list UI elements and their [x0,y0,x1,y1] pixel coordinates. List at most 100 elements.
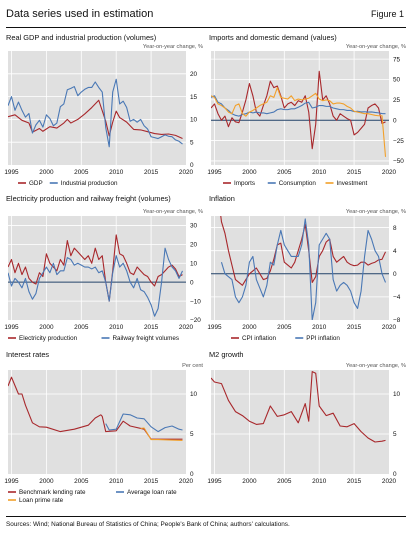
legend-label: Average loan rate [127,489,177,496]
chart-title: Interest rates [6,350,49,359]
x-tick-label: 2000 [39,478,54,485]
x-tick-label: 2000 [242,324,257,331]
y-tick-label: 5 [190,139,194,146]
series-line-loan-prime-rate [140,427,183,441]
series-line-electricity-production [8,234,183,302]
x-tick-label: 2015 [144,478,159,485]
chart-title: Imports and domestic demand (values) [209,33,337,42]
bottom-rule [6,516,406,517]
x-tick-label: 1995 [4,478,19,485]
series-layer [220,216,387,320]
chart-unit-label: Year-on-year change, % [346,44,406,50]
chart-unit-label: Year-on-year change, % [143,44,203,50]
x-tick-label: 2005 [277,324,292,331]
legend-label: Electricity production [19,335,78,342]
x-tick-label: 2010 [312,169,327,176]
series-line-ppi-inflation [220,218,387,320]
top-rule [6,27,406,28]
source-note: Sources: Wind; National Bureau of Statis… [6,521,290,528]
y-tick-label: 20 [190,71,198,78]
y-tick-label: 10 [190,260,198,267]
chart-title: Electricity production and railway freig… [6,194,171,203]
y-tick-label: 0 [393,471,397,478]
x-tick-label: 1995 [207,169,222,176]
y-tick-label: 15 [190,94,198,101]
y-tick-label: 25 [393,97,401,104]
legend-label: Imports [234,180,255,187]
legend-label: Benchmark lending rate [19,489,86,496]
figure-number: Figure 1 [370,9,404,19]
x-tick-label: 2015 [144,324,159,331]
series-line-m2 [211,371,386,443]
chart-p4: Inflation Year-on-year change, % 1995 2000 2… [207,194,406,342]
chart-unit-label: Year-on-year change, % [143,209,203,215]
y-tick-label: 30 [190,223,198,230]
legend-label: Railway freight volumes [113,335,180,342]
x-tick-label: 2005 [74,478,89,485]
legend-label: Consumption [279,180,317,187]
plot-area [8,370,186,474]
legend-label: CPI inflation [242,335,276,342]
x-tick-label: 2015 [347,324,362,331]
series-line-railway-freight-volumes [8,247,184,317]
series-layer [8,78,183,148]
y-tick-label: −50 [393,158,404,165]
x-tick-label: 1995 [4,169,19,176]
plot-area [211,216,389,320]
chart-title: Real GDP and industrial production (volu… [6,33,156,42]
y-tick-label: 0 [190,279,194,286]
legend-label: PPI inflation [306,335,340,342]
y-tick-label: −25 [393,138,404,145]
x-tick-label: 2010 [312,324,327,331]
y-tick-label: −8 [393,317,401,324]
chart-unit-label: Year-on-year change, % [346,363,406,369]
legend-label: Loan prime rate [19,497,64,504]
plot-area [211,51,389,165]
y-tick-label: 50 [393,77,401,84]
plot-area [211,370,389,474]
legend-label: GDP [29,180,43,187]
x-tick-label: 1995 [207,324,222,331]
y-tick-label: 0 [393,117,397,124]
x-tick-label: 2020 [382,324,397,331]
chart-title: Inflation [209,194,235,203]
y-tick-label: 5 [393,431,397,438]
x-tick-label: 2000 [242,478,257,485]
x-tick-label: 2005 [277,169,292,176]
y-tick-label: 10 [190,391,198,398]
x-tick-label: 2020 [179,478,194,485]
x-tick-label: 1995 [207,478,222,485]
legend-label: Investment [337,180,368,187]
legend-label: Industrial production [61,180,118,187]
y-tick-label: 10 [190,117,198,124]
x-tick-label: 2020 [382,478,397,485]
y-tick-label: −20 [190,317,201,324]
x-tick-label: 2020 [179,324,194,331]
x-tick-label: 2015 [347,169,362,176]
y-tick-label: −4 [393,294,401,301]
y-tick-label: 4 [393,248,397,255]
chart-p1: Real GDP and industrial production (volu… [4,33,203,187]
plot-area [8,51,186,165]
series-line-benchmark-lending-rate [8,376,183,440]
series-layer [8,234,184,317]
chart-unit-label: Per cent [182,363,203,369]
y-tick-label: 0 [190,162,194,169]
chart-p6: M2 growth Year-on-year change, % 1995 2000 2… [207,350,406,485]
x-tick-label: 2020 [382,169,397,176]
x-tick-label: 2000 [39,169,54,176]
chart-p3: Electricity production and railway freig… [4,194,203,342]
chart-title: M2 growth [209,350,244,359]
x-tick-label: 2005 [277,478,292,485]
x-tick-label: 1995 [4,324,19,331]
chart-p5: Interest rates Per cent 1995 2000 2005 2010 20… [4,350,203,504]
series-line-imports [211,70,386,150]
x-tick-label: 2010 [312,478,327,485]
y-tick-label: 20 [190,242,198,249]
y-tick-label: 8 [393,225,397,232]
series-line-average-loan-rate [105,413,183,433]
x-tick-label: 2015 [144,169,159,176]
y-tick-label: 10 [393,391,401,398]
x-tick-label: 2000 [242,169,257,176]
